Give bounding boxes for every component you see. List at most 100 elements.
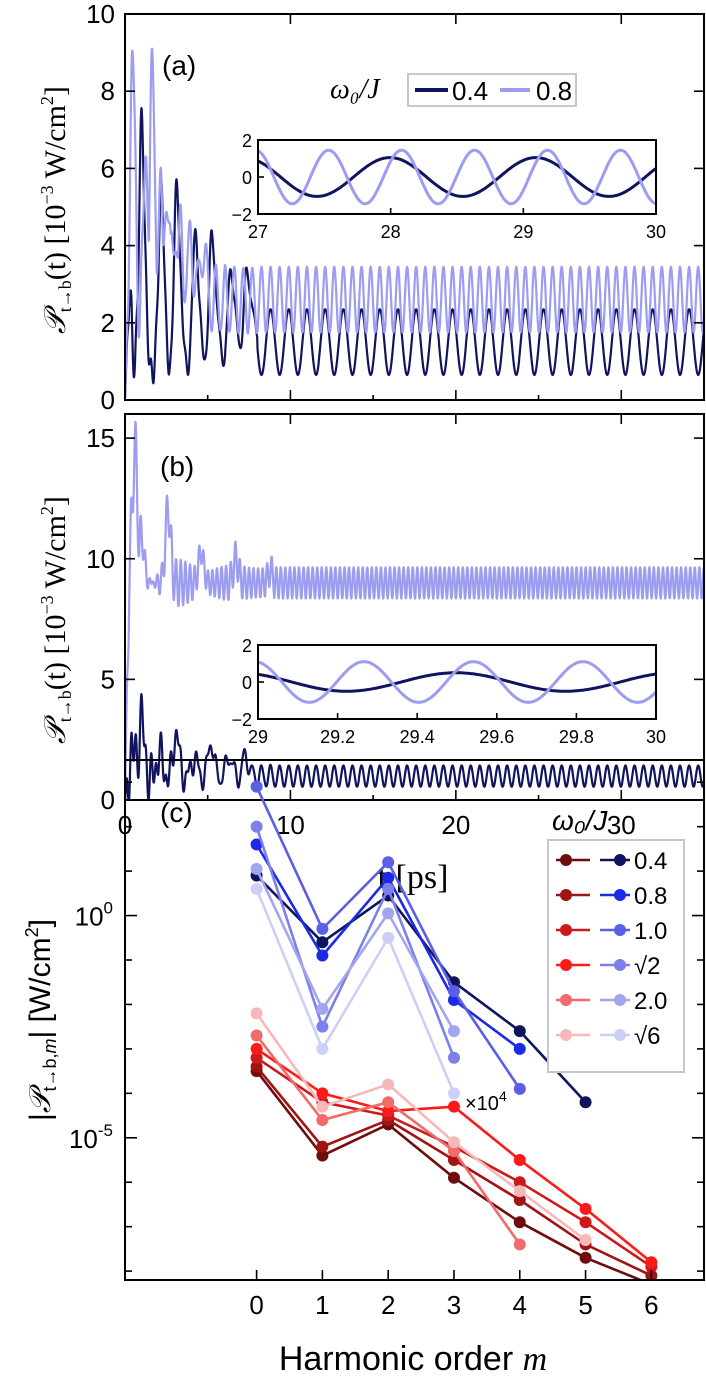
red-series-1.0-marker (579, 1216, 592, 1229)
series-line-0.4 (125, 693, 704, 800)
inset-b-bg (258, 645, 656, 719)
blue-series-√6-marker (316, 1042, 329, 1055)
panel-b-label: (b) (160, 451, 194, 482)
blue-series-0.4-marker (579, 1096, 592, 1109)
red-series-√2-marker (513, 1154, 526, 1166)
inset-x-tick-label: 29.2 (320, 727, 355, 747)
x-tick-label: 1 (315, 1290, 329, 1320)
x-tick-label: 3 (447, 1290, 461, 1320)
blue-series-2.0-marker (250, 862, 263, 875)
red-series-√6-marker (447, 1136, 460, 1149)
inset-x-tick-label: 29 (248, 727, 268, 747)
legend-red-marker (560, 959, 572, 971)
red-series-2.0-marker (250, 1029, 263, 1042)
panel-a-legend: ω₀/J 0.4 0.8 (330, 73, 577, 107)
inset-y-tick-label: −2 (231, 205, 252, 225)
legend-red-marker (560, 889, 572, 901)
panel-c-series (250, 780, 658, 1280)
x-tick-label: 0 (249, 1290, 263, 1320)
red-series-√2-marker (645, 1256, 658, 1269)
blue-series-1.0-marker (382, 856, 395, 869)
blue-series-0.4-line (255, 874, 587, 1104)
red-series-1.0-marker (513, 1176, 526, 1189)
legend-red-marker (560, 1029, 572, 1041)
blue-series-0.8-marker (513, 1042, 526, 1055)
inset-x-tick-label: 29.4 (400, 727, 435, 747)
y-tick-label: 2 (101, 308, 115, 338)
y-tick-label: 10 (86, 0, 115, 29)
legend-label-√6: √6 (634, 1023, 661, 1050)
inset-x-tick-label: 30 (646, 222, 666, 242)
x-tick-label: 2 (381, 1290, 395, 1320)
red-series-√2-marker (250, 1042, 263, 1055)
x-tick-label: 10 (276, 810, 305, 840)
legend-label-0.8: 0.8 (634, 883, 667, 910)
red-series-0.8-marker (250, 1060, 263, 1073)
blue-series-1.0-marker (250, 780, 263, 793)
y-tick-label: 5 (101, 664, 115, 694)
red-series-√6-marker (316, 1100, 329, 1113)
blue-series-√2-marker (447, 1051, 460, 1064)
x-tick-label: 6 (644, 1290, 658, 1320)
legend-label-0.8: 0.8 (536, 76, 572, 106)
y-tick-label: 10-5 (69, 1121, 113, 1154)
red-series-0.8-marker (513, 1194, 526, 1206)
red-series-√2-marker (316, 1087, 329, 1100)
red-series-√6-marker (579, 1234, 592, 1246)
legend-box (407, 73, 577, 107)
red-series-√6-marker (513, 1185, 526, 1198)
panel-c-xlabel: Harmonic order m (279, 1340, 547, 1378)
red-series-2.0-line (255, 1034, 521, 1246)
y-tick-label: 6 (101, 153, 115, 183)
inset-x-tick-label: 29.8 (559, 727, 594, 747)
legend-red-marker (560, 854, 572, 866)
inset-y-tick-label: 2 (242, 636, 252, 656)
inset-y-tick-label: 2 (242, 131, 252, 151)
blue-series-√6-marker (382, 931, 395, 944)
blue-series-0.4-marker (513, 1025, 526, 1038)
blue-series-0.8-marker (382, 871, 395, 884)
red-series-√6-marker (250, 1007, 263, 1020)
blue-series-0.4-marker (316, 936, 329, 949)
red-series-0.4-marker (447, 1171, 460, 1184)
legend-label-0.4: 0.4 (452, 76, 488, 106)
red-series-2.0-marker (513, 1238, 526, 1251)
blue-series-√2-marker (250, 820, 263, 833)
legend-label-2.0: 2.0 (634, 988, 667, 1015)
red-series-1.0-marker (250, 1051, 263, 1064)
panel-b-inset: −2 0 2 29 29.2 29.4 29.6 29.8 30 (231, 636, 666, 747)
blue-series-√6-marker (447, 1087, 460, 1100)
legend-label-0.4: 0.4 (634, 848, 667, 875)
panel-b-ylabel: 𝒫t→b(t) [10−3 W/cm2] (37, 496, 75, 744)
x-tick-label: 30 (607, 810, 636, 840)
red-series-0.4-marker (579, 1251, 592, 1264)
legend-red-marker (560, 994, 572, 1006)
blue-series-0.8-marker (250, 838, 263, 851)
x-tick-label: 5 (578, 1290, 592, 1320)
blue-series-2.0-marker (382, 907, 395, 920)
blue-series-√6-marker (250, 882, 263, 895)
legend-label-1.0: 1.0 (634, 918, 667, 945)
blue-series-1.0-marker (447, 985, 460, 998)
blue-series-√2-marker (382, 882, 395, 895)
panel-a-label: (a) (162, 50, 196, 81)
blue-series-2.0-marker (316, 1002, 329, 1015)
panel-a-ylabel: 𝒫t→b(t) [10−3 W/cm2] (37, 86, 75, 334)
annotation-x10e4: ×104 (465, 1088, 507, 1115)
legend-title: ω₀/J (552, 805, 608, 836)
inset-x-tick-label: 29 (513, 222, 533, 242)
inset-line-0.4 (258, 156, 656, 198)
legend-label-√2: √2 (634, 953, 661, 980)
red-series-2.0-marker (447, 1145, 460, 1158)
x-tick-label: 20 (441, 810, 470, 840)
red-series-0.4-marker (316, 1149, 329, 1162)
legend-red-marker (560, 924, 572, 936)
y-tick-label: 100 (75, 899, 113, 932)
y-tick-label: 0 (101, 385, 115, 415)
legend-title: ω₀/J (330, 74, 381, 105)
series-line-0.4 (125, 107, 704, 399)
inset-x-tick-label: 29.6 (479, 727, 514, 747)
series-line-0.8 (125, 420, 704, 799)
